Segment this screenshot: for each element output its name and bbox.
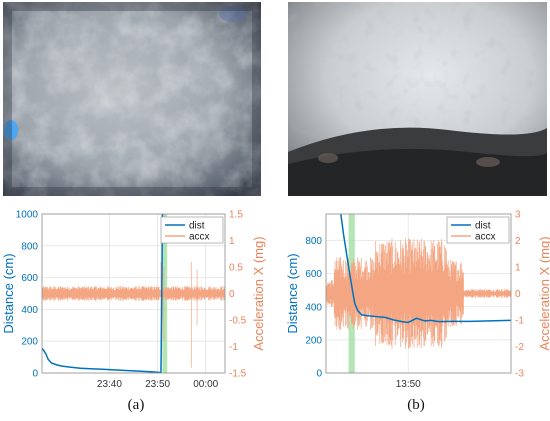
ticks-x: 23:40 23:50 00:00 bbox=[97, 379, 219, 390]
ytick-right: -0.5 bbox=[229, 316, 247, 327]
caption-b: (b) bbox=[407, 397, 425, 413]
ylabel-left: Distance (cm) bbox=[285, 253, 300, 333]
chart-b: 0 200 400 600 800 -3 -2 -1 0 1 2 3 13:50 Distance … bbox=[285, 210, 550, 391]
legend-label-dist: dist bbox=[189, 221, 205, 232]
legend-box bbox=[446, 216, 510, 244]
ytick-left: 800 bbox=[305, 236, 322, 247]
series-dist bbox=[42, 214, 164, 373]
ticks-left: 0 200 400 600 800 1000 bbox=[16, 210, 39, 380]
ytick-right: -3 bbox=[515, 369, 524, 380]
camera-photo-b bbox=[288, 2, 547, 196]
ytick-left: 200 bbox=[305, 335, 322, 346]
ylabel-left: Distance (cm) bbox=[1, 253, 16, 333]
dist-line bbox=[42, 214, 164, 373]
ytick-right: 1 bbox=[515, 263, 521, 274]
ytick-right: -1 bbox=[515, 316, 524, 327]
legend-label-accx: accx bbox=[475, 232, 496, 243]
camera-photo-a bbox=[3, 2, 261, 196]
ticks-left: 0 200 400 600 800 bbox=[305, 236, 322, 380]
ytick-right: 0.5 bbox=[229, 263, 243, 274]
xtick: 13:50 bbox=[396, 379, 421, 390]
ticks-x: 13:50 bbox=[396, 379, 421, 390]
ytick-right: 0 bbox=[515, 289, 521, 300]
plot-frame bbox=[41, 213, 226, 374]
xtick: 23:50 bbox=[145, 379, 170, 390]
ytick-left: 1000 bbox=[16, 210, 39, 221]
ytick-left: 400 bbox=[21, 305, 38, 316]
xtick: 00:00 bbox=[193, 379, 218, 390]
legend-box bbox=[160, 216, 224, 244]
ylabel-right: Acceleration X (mg) bbox=[537, 236, 550, 350]
dist-line bbox=[340, 214, 511, 324]
ticks-right: -3 -2 -1 0 1 2 3 bbox=[515, 210, 524, 380]
ytick-left: 800 bbox=[21, 241, 38, 252]
legend-label-dist: dist bbox=[475, 221, 491, 232]
ytick-right: 2 bbox=[515, 236, 521, 247]
xtick: 23:40 bbox=[97, 379, 122, 390]
legend-label-accx: accx bbox=[189, 232, 210, 243]
ytick-right: 1 bbox=[229, 236, 235, 247]
ytick-left: 0 bbox=[32, 369, 38, 380]
frame-rect bbox=[325, 213, 512, 374]
ticks-right: -1.5 -1 -0.5 0 0.5 1 1.5 bbox=[229, 210, 247, 380]
ytick-right: -1.5 bbox=[229, 369, 247, 380]
ytick-right: -2 bbox=[515, 342, 524, 353]
ytick-right: 1.5 bbox=[229, 210, 243, 221]
ylabel-right: Acceleration X (mg) bbox=[251, 236, 266, 350]
ytick-left: 600 bbox=[305, 269, 322, 280]
plot-frame bbox=[325, 213, 512, 374]
ytick-left: 400 bbox=[305, 302, 322, 313]
caption-a: (a) bbox=[127, 397, 145, 413]
ytick-left: 600 bbox=[21, 273, 38, 284]
ytick-right: 3 bbox=[515, 210, 521, 221]
ytick-right: 0 bbox=[229, 289, 235, 300]
ytick-left: 200 bbox=[21, 337, 38, 348]
ytick-right: -1 bbox=[229, 342, 238, 353]
series-dist bbox=[340, 214, 511, 324]
chart-a: 0 200 400 600 800 1000 -1.5 -1 -0.5 0 0.5 1 1.5 23:… bbox=[1, 210, 266, 391]
frame-rect bbox=[41, 213, 226, 374]
ytick-left: 0 bbox=[316, 369, 322, 380]
